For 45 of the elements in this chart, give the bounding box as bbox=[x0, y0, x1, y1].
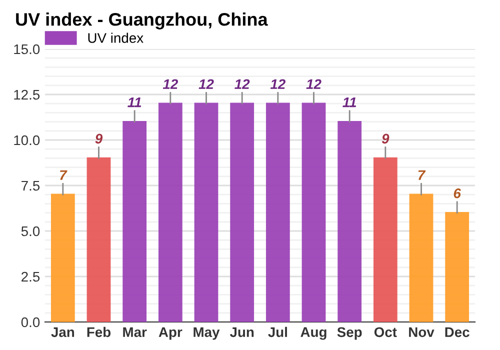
data-label: 7 bbox=[60, 170, 68, 180]
data-label: 6 bbox=[454, 188, 462, 198]
bar bbox=[373, 157, 398, 322]
y-tick-label: 2.5 bbox=[22, 272, 40, 282]
data-label: 12 bbox=[270, 79, 286, 89]
bar bbox=[445, 212, 470, 322]
bar bbox=[194, 102, 218, 322]
bar bbox=[302, 102, 326, 322]
data-label: 12 bbox=[162, 79, 178, 89]
data-label: 9 bbox=[95, 134, 103, 144]
chart-title: UV index - Guangzhou, China bbox=[16, 12, 268, 30]
data-label: 11 bbox=[128, 98, 142, 108]
y-tick-label: 0.0 bbox=[21, 317, 40, 328]
x-tick-label: May bbox=[194, 327, 220, 340]
data-label: 7 bbox=[418, 170, 426, 180]
data-label: 12 bbox=[234, 79, 250, 89]
bar bbox=[158, 102, 182, 322]
bar bbox=[230, 102, 254, 322]
y-tick-label: 7.5 bbox=[22, 180, 40, 191]
bar bbox=[266, 102, 290, 322]
y-tick-label: 10.0 bbox=[14, 135, 40, 146]
y-tick-label: 15.0 bbox=[14, 44, 40, 54]
x-tick-label: Apr bbox=[158, 327, 182, 340]
data-label: 12 bbox=[306, 79, 322, 89]
bar bbox=[50, 194, 75, 322]
x-tick-label: Nov bbox=[409, 327, 434, 338]
x-tick-label: Mar bbox=[123, 327, 147, 338]
x-tick-label: Sep bbox=[337, 327, 362, 340]
y-tick-label: 12.5 bbox=[14, 90, 40, 100]
x-tick-label: Feb bbox=[87, 326, 111, 338]
bar bbox=[122, 120, 147, 322]
x-tick-label: Oct bbox=[374, 327, 397, 338]
bar bbox=[86, 157, 111, 322]
data-label: 9 bbox=[382, 134, 390, 144]
data-label: 12 bbox=[198, 79, 214, 89]
bar bbox=[338, 120, 362, 322]
x-tick-label: Jun bbox=[230, 327, 254, 338]
x-tick-label: Dec bbox=[445, 327, 470, 338]
x-tick-label: Jan bbox=[51, 327, 74, 338]
x-tick-label: Jul bbox=[268, 326, 287, 338]
x-tick-label: Aug bbox=[300, 327, 326, 340]
data-label: 11 bbox=[342, 98, 356, 108]
y-tick-label: 5.0 bbox=[21, 226, 40, 236]
legend-label: UV index bbox=[88, 32, 144, 43]
bar bbox=[409, 194, 434, 322]
